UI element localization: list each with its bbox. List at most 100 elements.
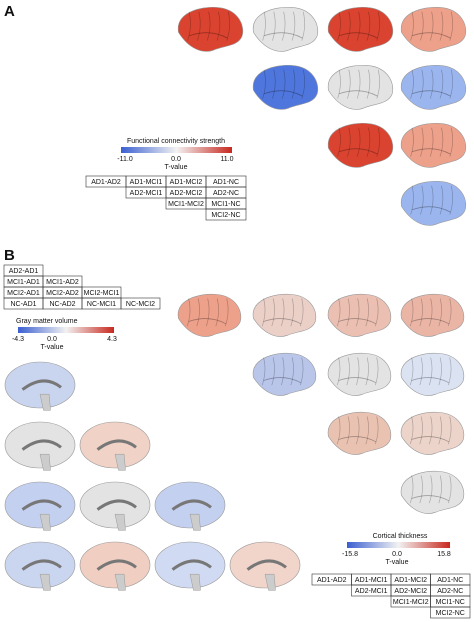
sulcus <box>447 475 452 504</box>
sulcus <box>299 298 304 327</box>
sulcus <box>188 318 227 325</box>
sulcus <box>376 11 380 41</box>
colorbar-tick: 15.8 <box>437 551 451 558</box>
table-text: MCI1-AD2 <box>46 279 79 286</box>
brain <box>229 541 301 589</box>
sulcus <box>411 318 450 325</box>
sulcus <box>206 11 211 41</box>
sulcus <box>271 357 275 386</box>
sulcus <box>419 475 423 504</box>
sulcus <box>438 416 442 445</box>
corpus-callosum <box>96 439 137 451</box>
brainstem <box>114 453 126 471</box>
sulcus <box>365 298 369 327</box>
sulcus <box>226 11 230 41</box>
sulcus <box>411 495 450 502</box>
brain <box>401 123 467 168</box>
panel-label: A <box>4 3 15 20</box>
sulcus <box>205 298 210 327</box>
colorbar <box>18 327 114 333</box>
sulcus <box>439 11 444 41</box>
colorbar-tick: 0.0 <box>47 336 57 343</box>
brain <box>401 352 465 396</box>
sulcus <box>347 11 351 41</box>
sulcus <box>374 357 379 386</box>
sulcus <box>447 357 452 386</box>
brainstem <box>39 513 51 531</box>
sulcus <box>336 416 341 445</box>
sulcus <box>356 69 361 99</box>
colorbar-label: T-value <box>165 164 188 171</box>
colorbar-tick: 0.0 <box>171 156 181 163</box>
sulcus <box>281 11 286 41</box>
brain <box>253 7 319 52</box>
colorbar-tick: -11.0 <box>117 156 133 163</box>
colorbar <box>121 147 232 153</box>
brainstem <box>264 573 276 591</box>
sulcus <box>263 32 303 39</box>
sulcus <box>346 357 350 386</box>
brain <box>253 352 317 396</box>
panel-label: B <box>4 247 15 264</box>
table-text: NC-AD2 <box>49 301 75 308</box>
sulcus <box>186 298 191 327</box>
colorbar-tick: -4.3 <box>12 336 24 343</box>
brain <box>328 411 392 455</box>
colorbar-tick: 11.0 <box>220 156 233 163</box>
sulcus <box>261 357 266 386</box>
colorbar-tick: -15.8 <box>342 551 358 558</box>
table-text: AD1-NC <box>437 577 463 584</box>
table-text: AD2-MCI2 <box>394 588 427 595</box>
sulcus <box>196 298 200 327</box>
sulcus <box>261 298 266 327</box>
sulcus <box>263 318 302 325</box>
table-text: NC-MCI2 <box>126 301 155 308</box>
sulcus <box>346 298 350 327</box>
sulcus <box>449 185 453 215</box>
sulcus <box>428 298 433 327</box>
brain <box>253 293 317 337</box>
sulcus <box>376 127 380 157</box>
sulcus <box>281 69 286 99</box>
sulcus <box>439 185 444 215</box>
colorbar <box>347 542 450 548</box>
brain <box>328 65 394 110</box>
sulcus <box>338 148 378 155</box>
table-text: AD2-MCI1 <box>355 588 388 595</box>
sulcus <box>216 11 221 41</box>
sulcus <box>419 416 423 445</box>
sulcus <box>290 357 294 386</box>
sulcus <box>224 298 229 327</box>
sulcus <box>429 69 434 99</box>
sulcus <box>420 69 424 99</box>
sulcus <box>439 127 444 157</box>
sulcus <box>409 298 414 327</box>
sulcus <box>410 11 414 41</box>
table-text: AD1-NC <box>213 179 239 186</box>
corpus-callosum <box>21 499 62 511</box>
sulcus <box>411 90 451 97</box>
corpus-callosum <box>96 499 137 511</box>
brainstem <box>39 453 51 471</box>
colorbar-title: Gray matter volume <box>16 318 78 325</box>
sulcus <box>272 11 276 41</box>
brain <box>401 411 465 455</box>
colorbar-tick: 4.3 <box>107 336 117 343</box>
brain <box>79 541 151 589</box>
sulcus <box>356 11 361 41</box>
sulcus <box>374 298 379 327</box>
sulcus <box>409 416 414 445</box>
brain <box>328 123 394 168</box>
sulcus <box>346 416 350 445</box>
sulcus <box>215 298 219 327</box>
brain <box>154 541 226 589</box>
sulcus <box>366 11 371 41</box>
sulcus <box>420 185 424 215</box>
corpus-callosum <box>21 439 62 451</box>
brainstem <box>114 573 126 591</box>
sulcus <box>338 318 377 325</box>
sulcus <box>428 416 433 445</box>
sulcus <box>338 436 377 443</box>
sulcus <box>411 436 450 443</box>
brain <box>328 7 394 52</box>
